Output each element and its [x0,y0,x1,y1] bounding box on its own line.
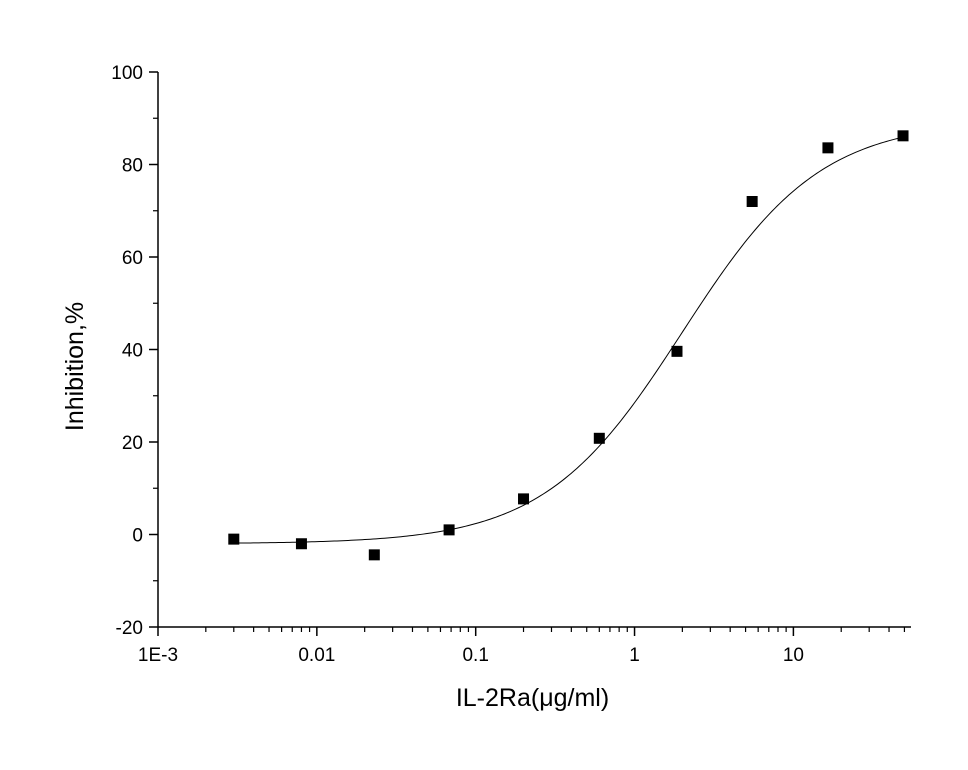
y-tick-label: -20 [116,618,143,639]
fit-curve [233,136,904,544]
y-tick-label: 0 [132,526,143,547]
data-points [228,130,909,561]
y-tick-label: 60 [122,248,143,269]
y-axis-title: Inhibition,% [61,302,89,431]
x-axis-title: IL-2Ra(μg/ml) [456,684,609,712]
y-tick-label: 80 [122,156,143,177]
y-ticks: -20 0 20 40 60 80 100 [111,63,158,639]
x-ticks: 1E-3 0.01 0.1 1 10 [138,627,906,666]
data-point [295,538,307,550]
y-tick-label: 20 [122,433,143,454]
y-tick-label: 40 [122,341,143,362]
x-tick-label: 10 [783,645,804,666]
x-tick-label: 0.1 [462,645,488,666]
data-point [518,493,530,505]
data-point [593,432,605,444]
data-point [897,130,909,142]
y-tick-label: 100 [111,63,143,84]
x-tick-label: 1 [629,645,640,666]
data-point [822,142,834,154]
x-tick-label: 1E-3 [138,645,178,666]
data-point [228,533,240,545]
data-point [671,345,683,357]
data-point [746,196,758,207]
data-point [368,549,380,561]
axes [157,72,911,628]
data-point [443,524,455,536]
x-tick-label: 0.01 [298,645,335,666]
